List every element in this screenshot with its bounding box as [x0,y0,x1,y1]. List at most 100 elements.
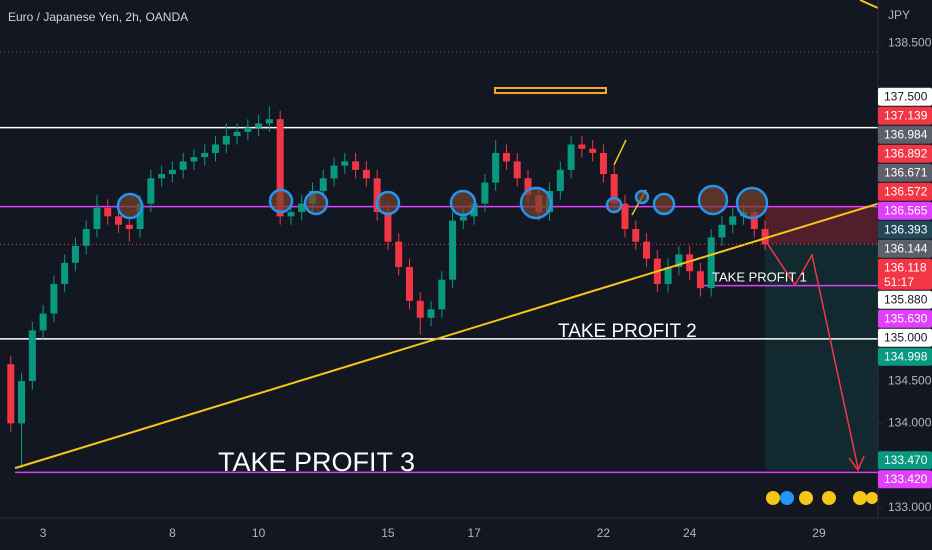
plot-area [0,106,879,474]
event-icon [766,491,780,505]
countdown: 51:17 [884,275,914,289]
candle-body [125,224,133,230]
x-tick-label: 8 [169,526,176,540]
candle-body [244,127,252,132]
candle-body [93,207,101,230]
trendline [14,202,879,470]
price-label: 137.500 [884,89,928,103]
price-label-box [878,87,932,106]
candle-body [621,203,629,230]
candle-body [7,364,15,424]
candle-body [341,161,349,166]
price-label: 135.630 [884,311,928,325]
event-icon [866,492,878,504]
candle-body [524,178,532,196]
highlight-circle [375,190,401,216]
candle-body [147,178,155,204]
candle-body [179,161,187,170]
arrow-head [848,455,865,472]
y-tick-label: 134.500 [888,373,932,387]
candle-body [481,182,489,204]
candle-body [276,119,284,217]
chart-title: Euro / Japanese Yen, 2h, OANDA [8,10,188,24]
range-box [494,87,607,94]
position-zones [765,207,878,470]
x-tick-label: 29 [812,526,826,540]
candle-body [395,241,403,268]
price-label: 136.892 [884,146,928,160]
candle-body [265,119,273,124]
candle-body [212,144,220,153]
candle-body [18,381,26,424]
candle-body [50,283,58,314]
price-label: 136.572 [884,184,928,198]
highlight-circle [268,188,294,214]
candle-body [319,178,327,191]
x-tick-label: 24 [683,526,697,540]
event-icon [822,491,836,505]
price-label: 136.144 [884,241,928,255]
candle-body [664,267,672,284]
x-tick-label: 17 [467,526,481,540]
candle-body [599,152,607,175]
annotation: TAKE PROFIT 1 [712,269,807,284]
price-label: 135.000 [884,330,928,344]
event-icon [780,491,794,505]
highlight-circle [735,186,769,220]
price-label-box [878,347,932,366]
candle-body [39,313,47,331]
y-tick-label: 134.000 [888,416,932,430]
candle-body [632,229,640,242]
currency: JPY [888,8,910,22]
candle-body [729,216,737,225]
price-label: 135.880 [884,292,928,306]
price-label: 136.671 [884,165,928,179]
candle-body [707,237,715,289]
sketch-line [859,0,879,9]
candle-body [362,169,370,179]
annotation: TAKE PROFIT 3 [218,447,415,477]
highlight-circle [303,190,329,216]
price-label: 133.470 [884,453,928,467]
price-label: 133.420 [884,472,928,486]
candle-body [589,148,597,153]
candle-body [330,165,338,179]
candle-body [675,254,683,268]
price-label-box [878,290,932,309]
candle-body [158,174,166,179]
price-label-box [878,328,932,347]
price-label-box [878,451,932,470]
candle-body [104,207,112,217]
candle-body [427,309,435,318]
candle-body [578,144,586,149]
highlight-circle [605,196,623,214]
candle-body [416,300,424,318]
price-label-box [878,201,932,220]
event-icon [853,491,867,505]
candle-body [492,152,500,183]
price-label-box [878,258,932,290]
candle-body [567,144,575,170]
price-label-box [878,470,932,489]
candle-body [513,161,521,179]
x-tick-label: 3 [40,526,47,540]
highlight-circle [697,184,729,216]
event-icon [799,491,813,505]
candle-body [287,212,295,217]
highlight-circle [449,189,477,217]
price-label: 136.565 [884,203,928,217]
price-label-box [878,309,932,328]
candle-body [115,216,123,225]
stop-zone [765,207,878,244]
candle-body [610,174,618,204]
price-label: 136.118 [884,260,927,274]
price-label-box [878,182,932,201]
candle-body [761,229,769,245]
candle-body [502,152,510,162]
candle-body [373,178,381,213]
forecast-arrow [764,239,859,469]
x-tick-label: 22 [597,526,611,540]
candle-body [298,203,306,213]
